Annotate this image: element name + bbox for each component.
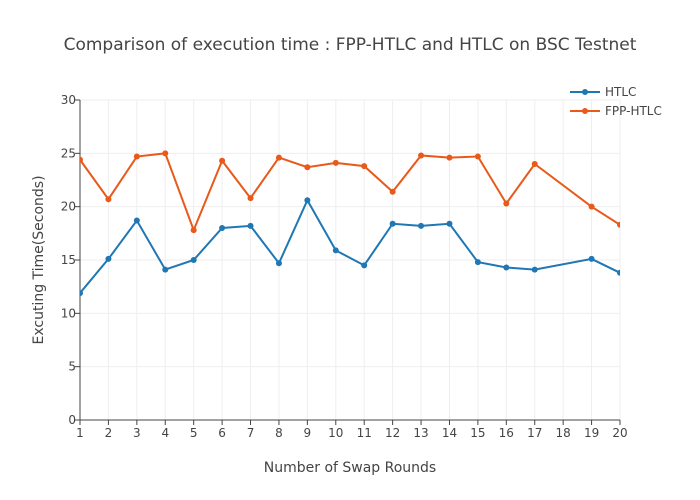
data-point [133,217,140,224]
x-tick-label: 4 [161,426,169,440]
series-htlc [80,197,620,297]
x-tick-label: 9 [304,426,312,440]
x-tick-label: 3 [133,426,141,440]
series-line [80,152,620,233]
y-tick-label: 20 [61,200,76,214]
legend-marker [582,108,588,114]
y-tick-label: 0 [68,413,76,427]
data-point [474,153,481,160]
data-point [617,221,620,228]
data-point [105,196,112,203]
data-point [219,157,226,164]
data-point [304,197,311,204]
data-point [418,152,425,159]
x-tick-label: 14 [442,426,457,440]
x-tick-label: 8 [275,426,283,440]
x-tick-label: 16 [499,426,514,440]
data-point [531,266,538,273]
data-point [133,153,140,160]
data-point [332,247,339,254]
data-point [389,220,396,227]
grid [79,99,621,421]
x-axis-title: Number of Swap Rounds [264,460,436,476]
data-point [588,255,595,262]
x-tick-label: 12 [385,426,400,440]
legend-marker [582,89,588,95]
data-point [332,159,339,166]
legend-label: FPP-HTLC [605,104,662,118]
data-point [162,150,169,157]
data-point [247,222,254,229]
x-tick-label: 10 [328,426,343,440]
data-point [80,156,83,163]
x-tick-label: 15 [470,426,485,440]
y-tick-label: 30 [61,93,76,107]
data-point [503,264,510,271]
y-tick-label: 15 [61,253,76,267]
x-tick-label: 19 [584,426,599,440]
x-tick-label: 6 [218,426,226,440]
data-point [531,161,538,167]
data-point [361,163,368,170]
data-point [247,195,254,202]
data-point [588,203,595,210]
data-point [275,260,282,267]
data-point [503,200,510,207]
series-line [80,198,620,294]
x-tick-label: 2 [105,426,113,440]
x-tick-label: 5 [190,426,198,440]
x-tick-label: 7 [247,426,255,440]
data-point [474,259,481,266]
x-tick-label: 11 [357,426,372,440]
x-tick-label: 18 [556,426,571,440]
x-tick-label: 17 [527,426,542,440]
y-tick-label: 5 [68,360,76,374]
series-fpp-htlc [80,150,620,234]
y-tick-label: 25 [61,146,76,160]
data-point [446,154,453,161]
x-tick-label: 20 [612,426,627,440]
data-point [446,220,453,227]
x-tick-label: 13 [413,426,428,440]
data-point [361,262,368,269]
series-layer [80,150,620,297]
data-point [80,290,83,297]
axes: 1 2 3 4 5 6 7 8 9 10 11 12 13 14 15 16 17 18 19 20051015202… [61,93,628,440]
data-point [219,225,226,231]
legend-label: HTLC [605,85,636,99]
y-axis-title: Excuting Time(Seconds) [31,175,47,344]
data-point [162,266,169,273]
data-point [389,188,396,195]
data-point [190,227,197,234]
data-point [190,257,197,263]
data-point [304,164,311,171]
data-point [418,222,425,229]
x-tick-label: 1 [76,426,84,440]
data-point [275,154,282,161]
y-tick-label: 10 [61,306,76,320]
legend: HTLC FPP-HTLC [570,85,662,118]
data-point [617,269,620,276]
chart-title: Comparison of execution time : FPP-HTLC … [64,35,637,55]
legend-item: FPP-HTLC [570,104,662,118]
legend-item: HTLC [570,85,636,99]
data-point [105,255,112,262]
